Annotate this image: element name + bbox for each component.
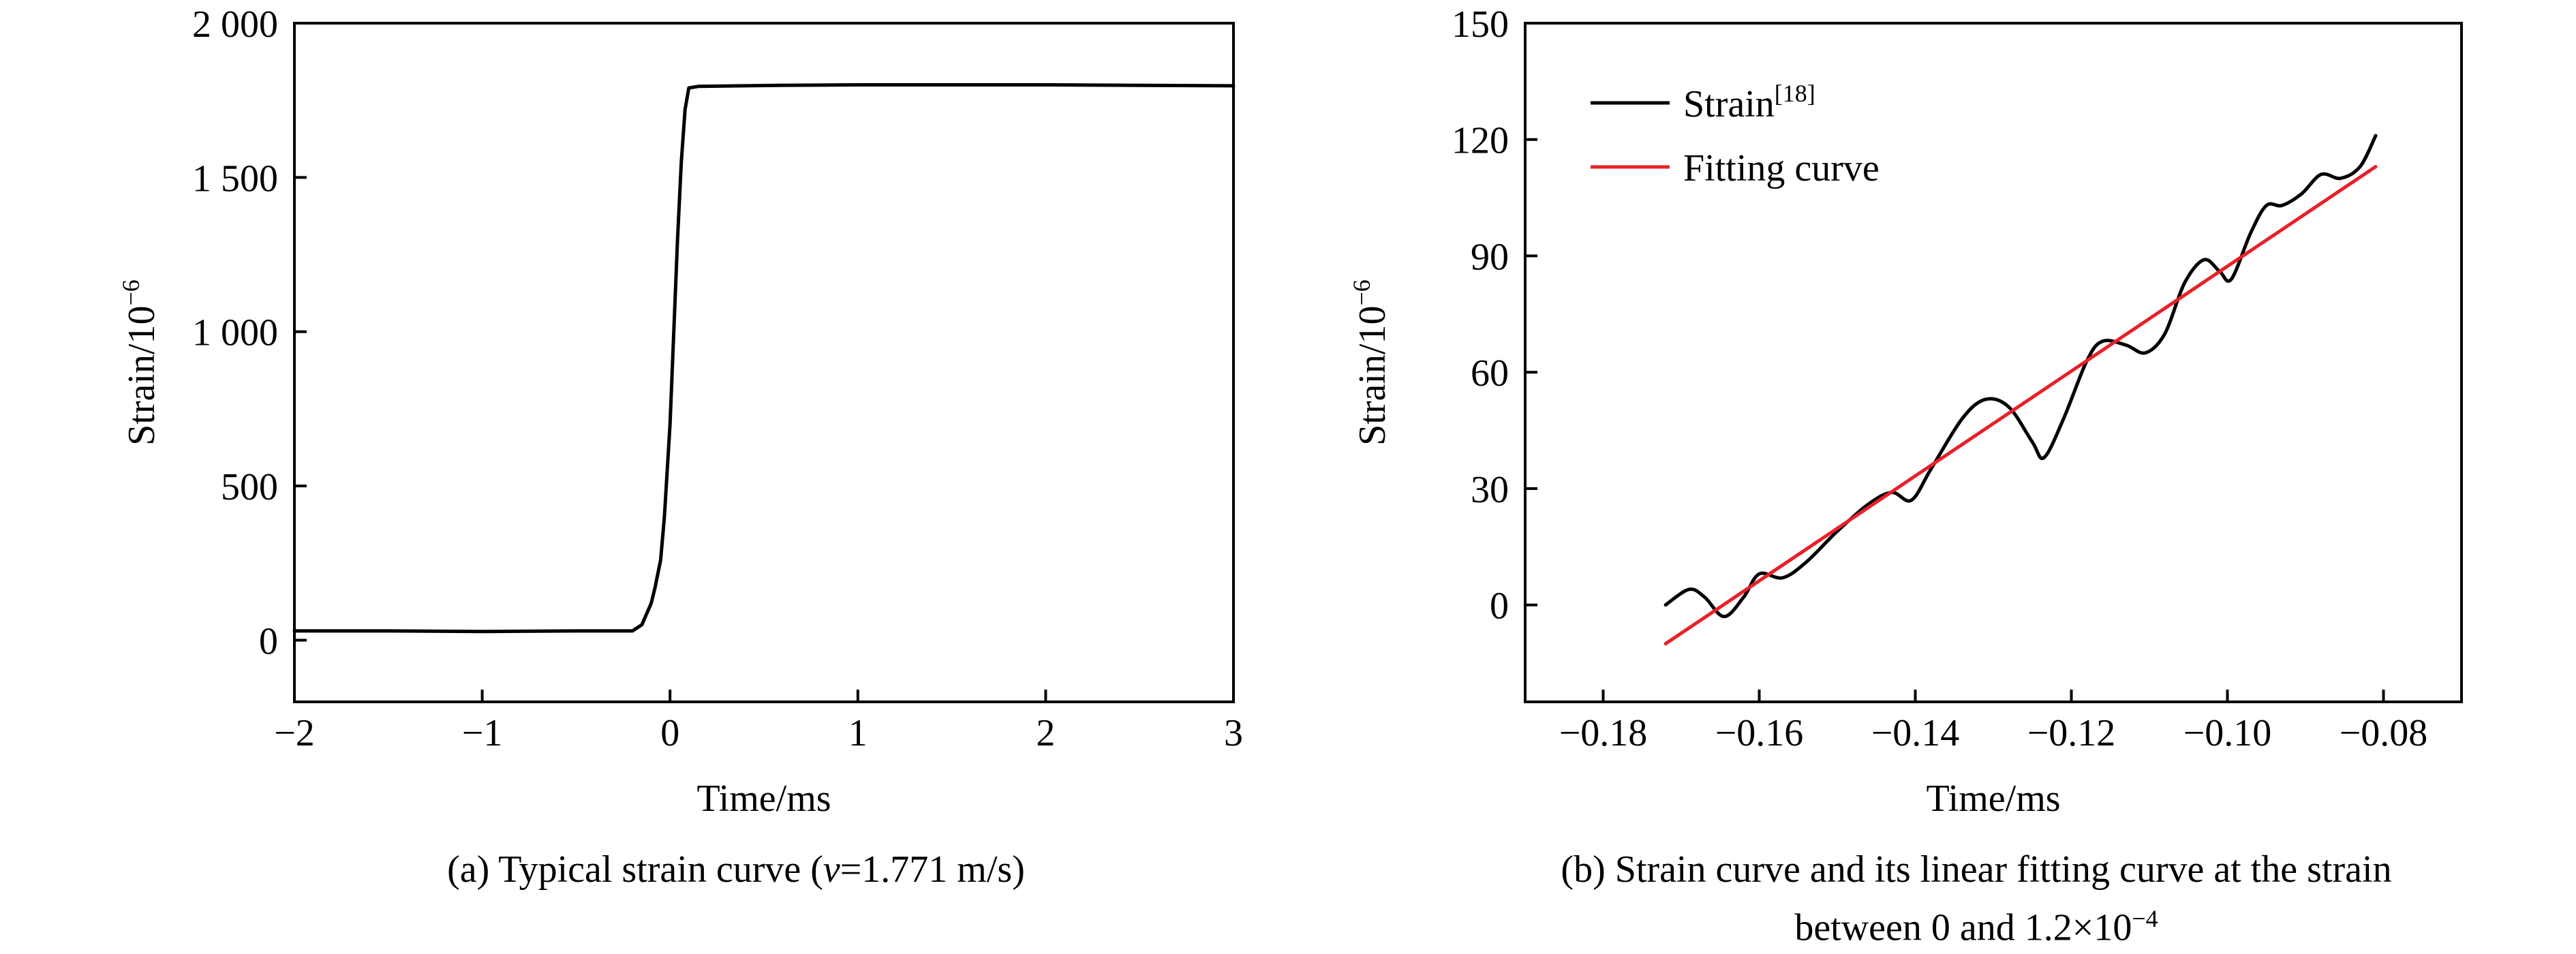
panel-b-x-tick-label: −0.08 xyxy=(2340,712,2428,754)
panel-a-caption-text: (a) Typical strain curve ( xyxy=(447,848,823,891)
panel-b-x-axis-label: Time/ms xyxy=(1926,778,2060,820)
panel-a-y-tick-label: 2 000 xyxy=(192,3,278,46)
panel-b-x-tick-label: −0.12 xyxy=(2027,712,2116,754)
panel-a-strain-curve: −2 −1 0 1 2 3 0 500 1 000 1 500 2 000 Time/ms Stra… xyxy=(117,3,1243,820)
panel-b-legend: Strain[18] Fitting curve xyxy=(1591,80,1880,189)
panel-b-y-tick-label: 0 xyxy=(1490,585,1509,628)
panel-a-y-axis-label-exponent: −6 xyxy=(117,279,144,305)
panel-b-caption: (b) Strain curve and its linear fitting … xyxy=(1445,845,2508,953)
panel-b-fit-curve: −0.18 −0.16 −0.14 −0.12 −0.10 −0.08 0 30 60 90 120… xyxy=(1348,3,2463,820)
panel-b-y-axis-label-exponent: −6 xyxy=(1348,279,1375,305)
panel-b-y-tick-label: 150 xyxy=(1452,3,1509,46)
panel-b-x-tick-label: −0.18 xyxy=(1559,712,1648,754)
legend-label-1: Fitting curve xyxy=(1683,147,1880,189)
panel-a-y-tick-label: 1 500 xyxy=(192,157,278,200)
panel-b-y-axis-label-base: Strain/10 xyxy=(1351,305,1394,445)
panel-a-x-tick-label: −2 xyxy=(274,712,315,754)
panel-a-y-axis-label: Strain/10−6 xyxy=(117,279,163,446)
panel-a-plot-frame xyxy=(293,22,1235,703)
panel-a-y-axis-label-base: Strain/10 xyxy=(121,305,163,445)
panel-b-plot-frame xyxy=(1524,22,2463,703)
panel-b-caption-line2-exponent: −4 xyxy=(2132,905,2158,932)
panel-a-y-tick-label: 1 000 xyxy=(192,312,278,354)
panel-a-caption-rest: =1.771 m/s) xyxy=(840,848,1025,891)
panel-b-y-tick-label: 120 xyxy=(1452,120,1509,162)
panel-b-caption-line1: (b) Strain curve and its linear fitting … xyxy=(1561,848,2392,891)
legend-label-text-0: Strain xyxy=(1683,83,1775,125)
panel-b-series-line-1 xyxy=(1663,165,2378,646)
panel-b-x-tick-label: −0.10 xyxy=(2183,712,2272,754)
legend-label-citation-0: [18] xyxy=(1775,80,1815,107)
panel-b-y-axis-label: Strain/10−6 xyxy=(1348,279,1394,446)
panel-b-series xyxy=(1663,134,2378,646)
panel-b-caption-line2: between 0 and 1.2×10−4 xyxy=(1445,894,2508,953)
panel-b-series-line-0 xyxy=(1663,134,2378,619)
panel-a-x-tick-label: 1 xyxy=(848,712,868,754)
panel-a-caption-variable: v xyxy=(823,848,840,891)
panel-b-x-tick-label: −0.14 xyxy=(1871,712,1960,754)
panel-b-caption-line2-text: between 0 and 1.2×10 xyxy=(1794,906,2132,949)
panel-a-caption: (a) Typical strain curve (v=1.771 m/s) xyxy=(204,845,1268,894)
panel-a-x-tick-label: 3 xyxy=(1224,712,1243,754)
panel-a-x-tick-label: 0 xyxy=(660,712,679,754)
panel-b-x-tick-label: −0.16 xyxy=(1715,712,1804,754)
panel-a-x-tick-label: −1 xyxy=(462,712,503,754)
panel-b-y-tick-label: 30 xyxy=(1471,469,1509,511)
panel-a-x-axis-label: Time/ms xyxy=(696,778,831,820)
panel-a-y-tick-label: 500 xyxy=(221,466,278,508)
panel-b-y-tick-label: 60 xyxy=(1471,352,1509,395)
legend-label-text-1: Fitting curve xyxy=(1683,147,1880,189)
panel-a-y-tick-label: 0 xyxy=(259,620,278,662)
panel-a-series-line-0 xyxy=(292,83,1236,634)
panel-a-series xyxy=(292,83,1236,634)
panel-a-x-tick-label: 2 xyxy=(1036,712,1055,754)
panel-b-ticks: −0.18 −0.16 −0.14 −0.12 −0.10 −0.08 0 30 60 90 120… xyxy=(1452,3,2427,754)
panel-b-y-tick-label: 90 xyxy=(1471,236,1509,278)
legend-label-0: Strain[18] xyxy=(1683,80,1815,125)
panel-a-ticks: −2 −1 0 1 2 3 0 500 1 000 1 500 2 000 xyxy=(192,3,1243,754)
